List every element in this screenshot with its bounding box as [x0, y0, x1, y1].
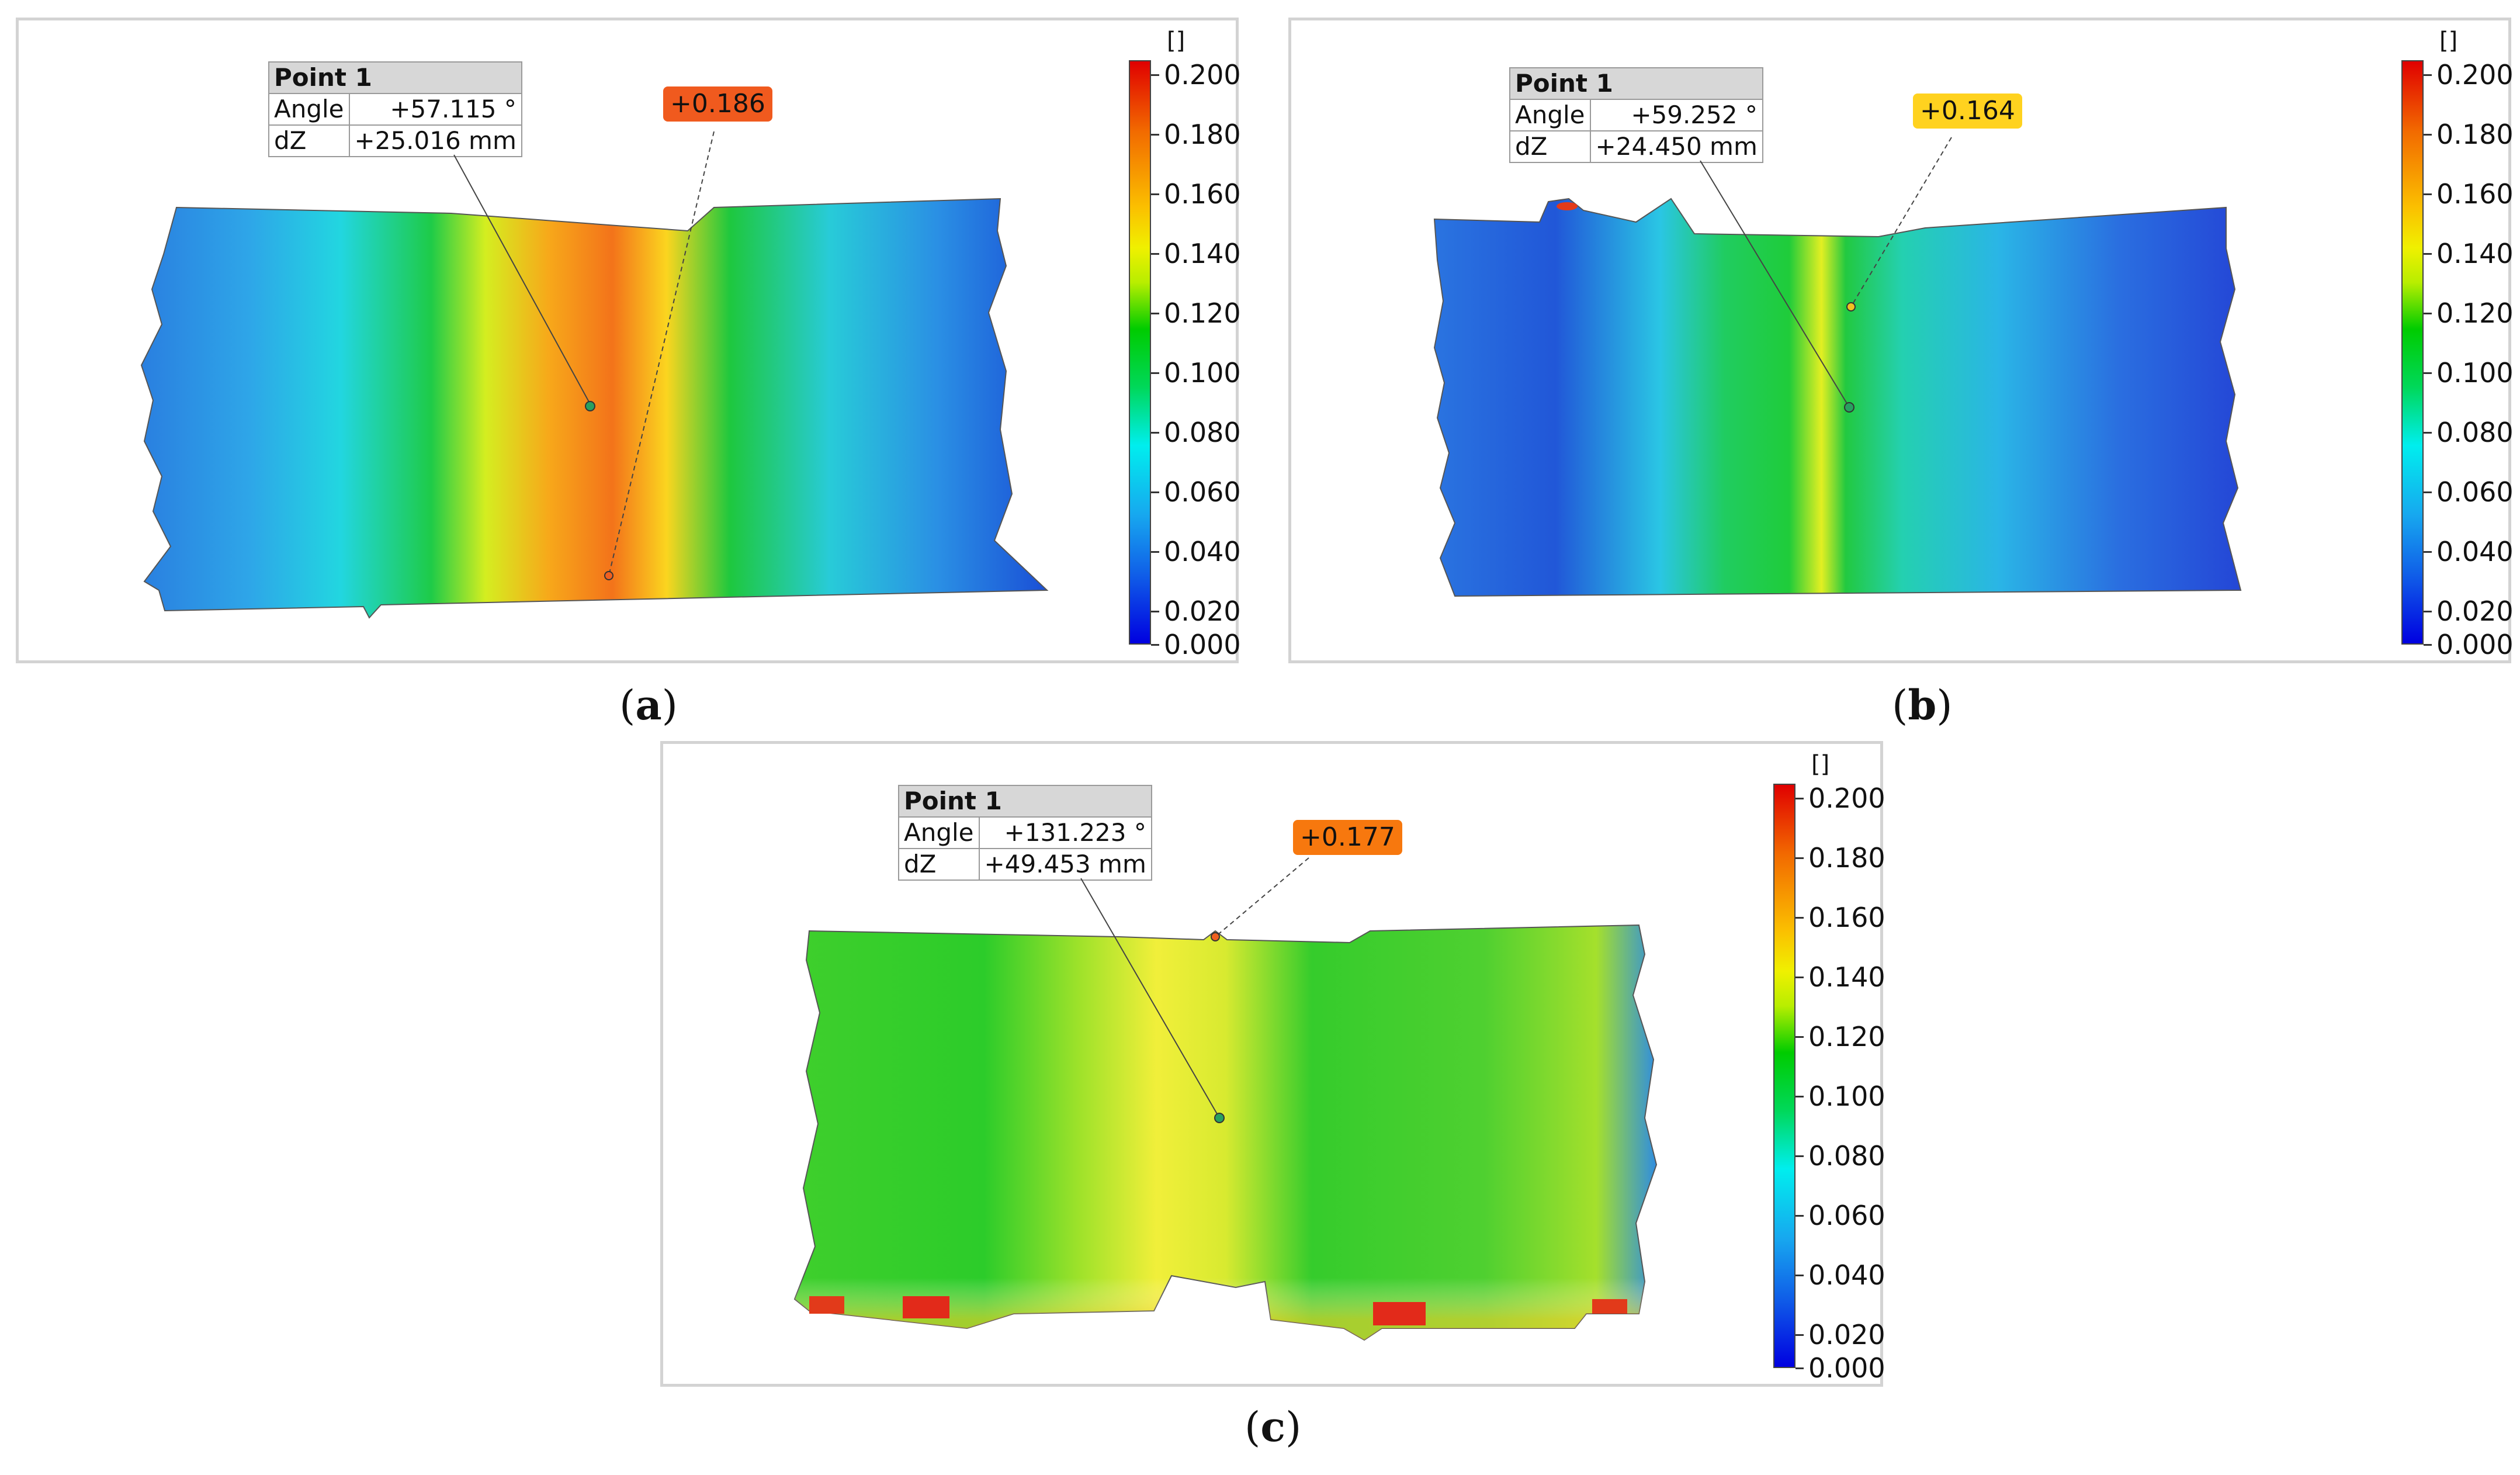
point-title: Point 1 — [1509, 67, 1763, 100]
panel-a: Point 1 Angle +57.115 ° dZ +25.016 mm +0.1… — [16, 18, 1241, 663]
strain-map-b — [1433, 198, 2242, 597]
colorbar-tick: 0.040 — [2424, 536, 2514, 567]
colorbar-tick: 0.140 — [2424, 238, 2514, 269]
dz-value: +24.450 mm — [1589, 130, 1763, 163]
colorbar-tick: 0.000 — [1151, 629, 1241, 660]
max-value-badge-c: +0.177 — [1293, 820, 1402, 855]
specimen-surface-a — [140, 198, 1049, 619]
colorbar-tick: 0.040 — [1151, 536, 1241, 567]
colorbar-tick: 0.020 — [1151, 595, 1241, 627]
colorbar-a — [1129, 60, 1151, 645]
colorbar-tick: 0.060 — [2424, 476, 2514, 508]
point-title: Point 1 — [898, 785, 1152, 818]
angle-label: Angle — [898, 816, 980, 849]
colorbar-tick: 0.180 — [2424, 119, 2514, 150]
colorbar-tick: 0.020 — [2424, 595, 2514, 627]
colorbar-tick: 0.180 — [1795, 842, 1885, 874]
angle-label: Angle — [268, 93, 350, 126]
point-info-table-a: Point 1 Angle +57.115 ° dZ +25.016 mm — [268, 61, 522, 157]
colorbar-tick: 0.000 — [1795, 1352, 1885, 1384]
max-value-badge-a: +0.186 — [663, 86, 772, 122]
dz-label: dZ — [1509, 130, 1591, 163]
colorbar-tick: 0.160 — [2424, 178, 2514, 210]
colorbar-tick: 0.060 — [1795, 1200, 1885, 1231]
caption-a: (a) — [619, 681, 678, 729]
point-info-table-b: Point 1 Angle +59.252 ° dZ +24.450 mm — [1509, 67, 1763, 163]
panel-b: Point 1 Angle +59.252 ° dZ +24.450 mm +0.1… — [1288, 18, 2514, 663]
colorbar-tick: 0.060 — [1151, 476, 1241, 508]
angle-value: +59.252 ° — [1589, 99, 1763, 131]
max-value-badge-b: +0.164 — [1913, 94, 2022, 129]
colorbar-tick: 0.200 — [1795, 782, 1885, 814]
colorbar-tick: 0.120 — [2424, 297, 2514, 329]
colorbar-tick: 0.200 — [1151, 59, 1241, 91]
colorbar-tick: 0.180 — [1151, 119, 1241, 150]
colorbar-tick: 0.100 — [2424, 357, 2514, 389]
angle-value: +57.115 ° — [348, 93, 522, 126]
colorbar-tick: 0.040 — [1795, 1259, 1885, 1291]
colorbar-tick: 0.140 — [1151, 238, 1241, 269]
colorbar-tick: 0.100 — [1151, 357, 1241, 389]
colorbar-unit: [] — [1811, 751, 1830, 778]
strain-map-c — [793, 924, 1658, 1341]
colorbar-tick: 0.100 — [1795, 1081, 1885, 1112]
colorbar-tick: 0.020 — [1795, 1319, 1885, 1351]
caption-b: (b) — [1892, 681, 1953, 729]
colorbar-unit: [] — [2439, 27, 2458, 54]
colorbar-tick: 0.160 — [1151, 178, 1241, 210]
colorbar-tick: 0.080 — [2424, 417, 2514, 448]
colorbar-b — [2401, 60, 2424, 645]
angle-label: Angle — [1509, 99, 1591, 131]
angle-value: +131.223 ° — [978, 816, 1152, 849]
colorbar-c — [1773, 784, 1795, 1368]
colorbar-tick: 0.080 — [1795, 1140, 1885, 1172]
colorbar-tick: 0.000 — [2424, 629, 2514, 660]
dz-value: +25.016 mm — [348, 124, 522, 157]
colorbar-tick: 0.120 — [1795, 1021, 1885, 1052]
colorbar-tick: 0.160 — [1795, 902, 1885, 933]
point-info-table-c: Point 1 Angle +131.223 ° dZ +49.453 mm — [898, 785, 1152, 881]
dz-value: +49.453 mm — [978, 848, 1152, 881]
colorbar-tick: 0.140 — [1795, 961, 1885, 993]
strain-map-a — [140, 198, 1049, 619]
dz-label: dZ — [898, 848, 980, 881]
colorbar-tick: 0.120 — [1151, 297, 1241, 329]
point-title: Point 1 — [268, 61, 522, 94]
panel-c: Point 1 Angle +131.223 ° dZ +49.453 mm +0.… — [660, 741, 1885, 1387]
colorbar-tick: 0.200 — [2424, 59, 2514, 91]
caption-c: (c) — [1245, 1403, 1302, 1451]
colorbar-unit: [] — [1167, 27, 1186, 54]
colorbar-tick: 0.080 — [1151, 417, 1241, 448]
dz-label: dZ — [268, 124, 350, 157]
specimen-surface-b — [1433, 198, 2242, 597]
